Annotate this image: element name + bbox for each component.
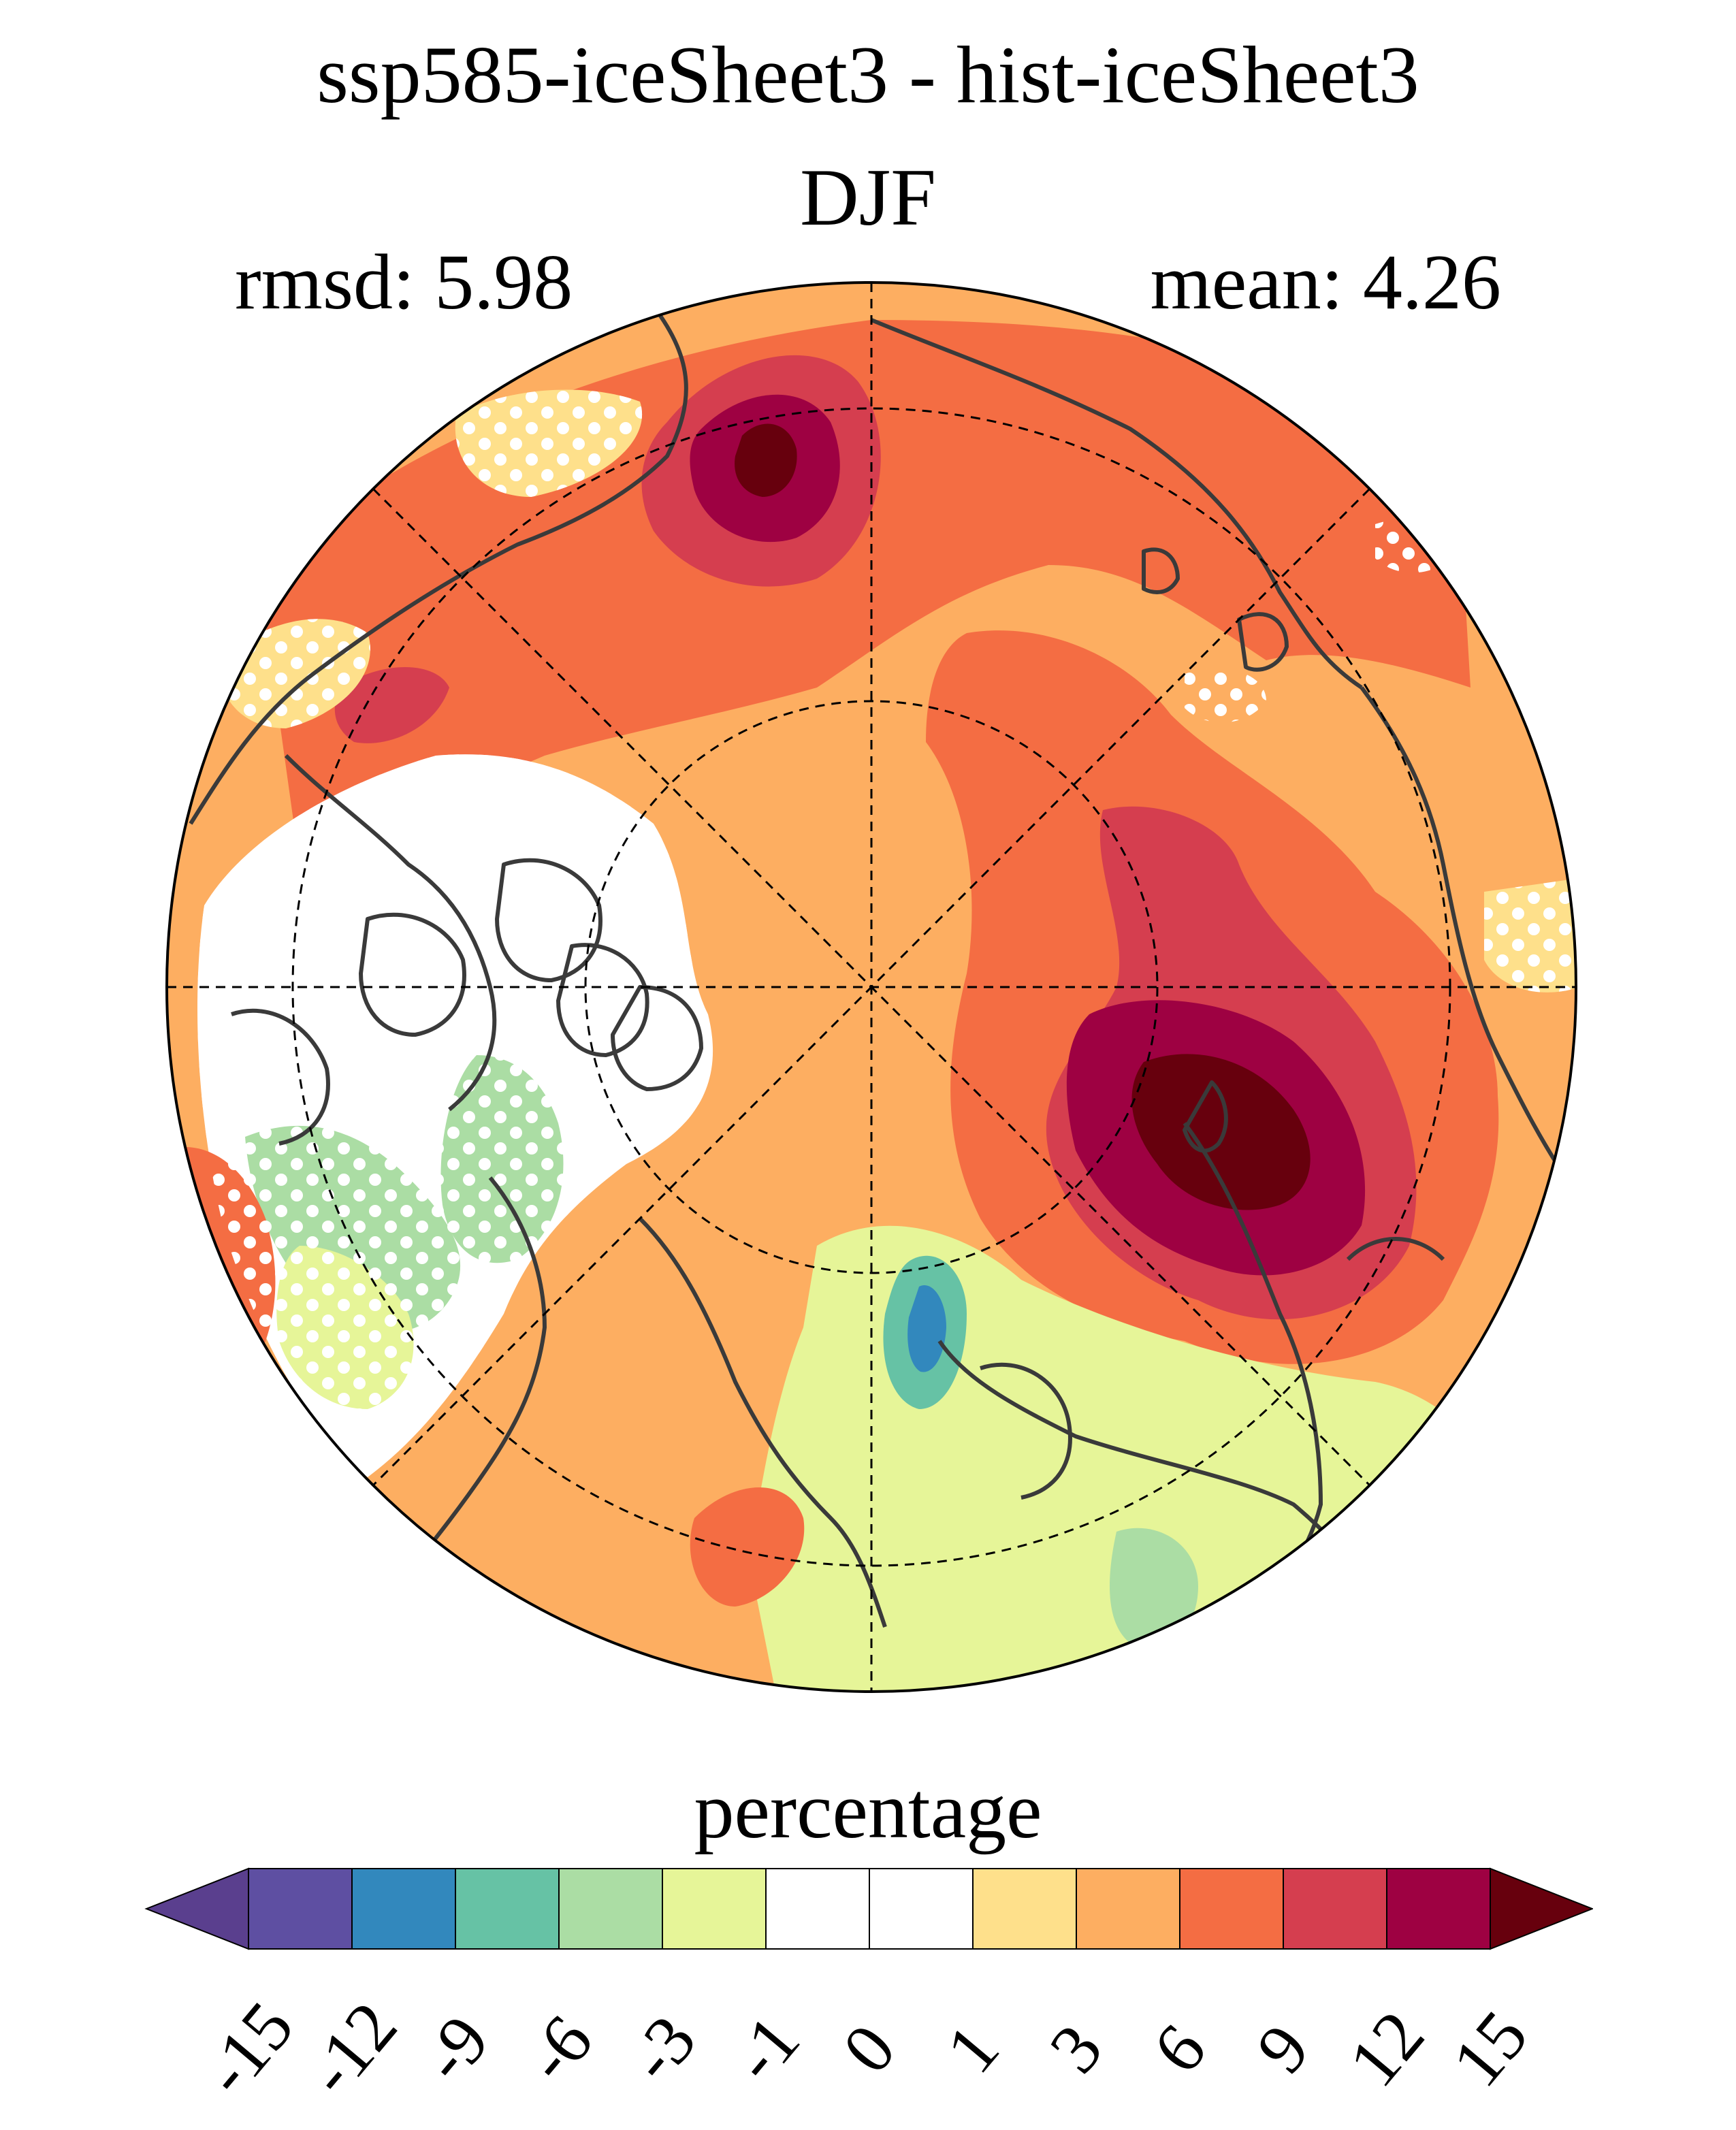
colorbar-extend-high (1490, 1867, 1593, 1950)
colorbar-tick-label: -12 (291, 1987, 413, 2110)
colorbar-cell (455, 1868, 560, 1950)
colorbar-cell (869, 1868, 974, 1950)
colorbar-tick-label: 12 (1334, 1996, 1440, 2101)
field-6-9-south (690, 1487, 805, 1607)
field-neg-3-6-south (1110, 1528, 1198, 1649)
colorbar-tick-label: -3 (613, 2001, 711, 2097)
mean-label: mean: 4.26 (1150, 239, 1501, 326)
colorbar-cell (765, 1868, 870, 1950)
colorbar-cell (1386, 1868, 1491, 1950)
colorbar-tick-label: 3 (1034, 2010, 1118, 2088)
colorbar-cell (558, 1868, 663, 1950)
colorbar-tick-label: 0 (827, 2010, 911, 2088)
colorbar-tick-label: -6 (509, 2001, 608, 2097)
colorbar-cell (1179, 1868, 1284, 1950)
colorbar-cell (662, 1868, 767, 1950)
colorbar-tick-label: -1 (716, 2001, 815, 2097)
colorbar-cell (248, 1868, 353, 1950)
colorbar-tick-label: 6 (1138, 2010, 1221, 2088)
field-neg-9-12 (907, 1285, 946, 1372)
field-gt15-east (1131, 1054, 1311, 1210)
colorbar-tick-label: -15 (188, 1987, 309, 2110)
colorbar-tick-label: 1 (931, 2010, 1014, 2088)
map-boundary (165, 281, 1577, 1693)
colorbar-tick-label: -9 (406, 2001, 504, 2097)
colorbar-extend-low (144, 1867, 249, 1950)
rmsd-label: rmsd: 5.98 (235, 239, 573, 326)
colorbar-tick-label: 9 (1241, 2010, 1325, 2088)
colorbar-cell (1283, 1868, 1387, 1950)
colorbar-tick-label: 15 (1437, 1996, 1543, 2101)
colorbar-cell (351, 1868, 456, 1950)
colorbar-cell (1076, 1868, 1180, 1950)
colorbar-cell (972, 1868, 1077, 1950)
field-9-12-west (334, 667, 449, 743)
graticule (167, 283, 1576, 1692)
polar-map (165, 281, 1577, 1693)
plot-title: ssp585-iceSheet3 - hist-iceSheet3 (317, 29, 1419, 120)
colorbar-label: percentage (694, 1766, 1042, 1855)
stippling-west (197, 754, 713, 1477)
colorbar (144, 1867, 1593, 1950)
colorbar-cells (144, 1867, 1593, 1950)
coastlines (189, 305, 1568, 1643)
season-label: DJF (799, 152, 937, 242)
field-gt15-north (735, 423, 797, 497)
